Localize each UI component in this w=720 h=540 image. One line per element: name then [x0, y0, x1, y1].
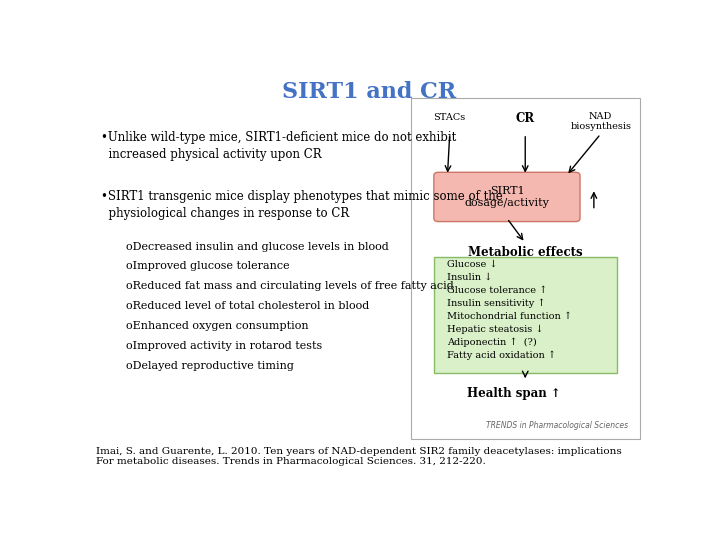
Text: oImproved activity in rotarod tests: oImproved activity in rotarod tests — [126, 341, 323, 352]
Text: NAD
biosynthesis: NAD biosynthesis — [570, 112, 631, 131]
Text: SIRT1 and CR: SIRT1 and CR — [282, 82, 456, 104]
Text: oEnhanced oxygen consumption: oEnhanced oxygen consumption — [126, 321, 309, 332]
Text: Glucose ↓: Glucose ↓ — [447, 260, 498, 269]
Text: Fatty acid oxidation ↑: Fatty acid oxidation ↑ — [447, 350, 557, 360]
Text: Insulin sensitivity ↑: Insulin sensitivity ↑ — [447, 299, 546, 308]
Text: Hepatic steatosis ↓: Hepatic steatosis ↓ — [447, 325, 544, 334]
FancyBboxPatch shape — [434, 172, 580, 221]
Text: Insulin ↓: Insulin ↓ — [447, 273, 492, 282]
Text: oDecreased insulin and glucose levels in blood: oDecreased insulin and glucose levels in… — [126, 241, 389, 252]
Text: oReduced level of total cholesterol in blood: oReduced level of total cholesterol in b… — [126, 301, 369, 312]
Text: TRENDS in Pharmacological Sciences: TRENDS in Pharmacological Sciences — [486, 422, 628, 430]
Text: Imai, S. and Guarente, L. 2010. Ten years of NAD-dependent SIR2 family deacetyla: Imai, S. and Guarente, L. 2010. Ten year… — [96, 447, 621, 466]
Text: Health span ↑: Health span ↑ — [467, 387, 561, 400]
Text: Adiponectin ↑  (?): Adiponectin ↑ (?) — [447, 338, 537, 347]
Text: Glucose tolerance ↑: Glucose tolerance ↑ — [447, 286, 548, 295]
Text: oImproved glucose tolerance: oImproved glucose tolerance — [126, 261, 290, 272]
Text: STACs: STACs — [433, 113, 466, 123]
Text: SIRT1
dosage/activity: SIRT1 dosage/activity — [464, 186, 549, 208]
Text: •SIRT1 transgenic mice display phenotypes that mimic some of the
  physiological: •SIRT1 transgenic mice display phenotype… — [101, 190, 503, 220]
Text: •Unlike wild-type mice, SIRT1-deficient mice do not exhibit
  increased physical: •Unlike wild-type mice, SIRT1-deficient … — [101, 131, 456, 161]
Text: Mitochondrial function ↑: Mitochondrial function ↑ — [447, 312, 572, 321]
Text: oReduced fat mass and circulating levels of free fatty acid: oReduced fat mass and circulating levels… — [126, 281, 454, 292]
Text: Metabolic effects: Metabolic effects — [468, 246, 582, 259]
Bar — [411, 98, 639, 439]
Text: CR: CR — [516, 112, 535, 125]
Bar — [433, 256, 617, 373]
Text: oDelayed reproductive timing: oDelayed reproductive timing — [126, 361, 294, 372]
